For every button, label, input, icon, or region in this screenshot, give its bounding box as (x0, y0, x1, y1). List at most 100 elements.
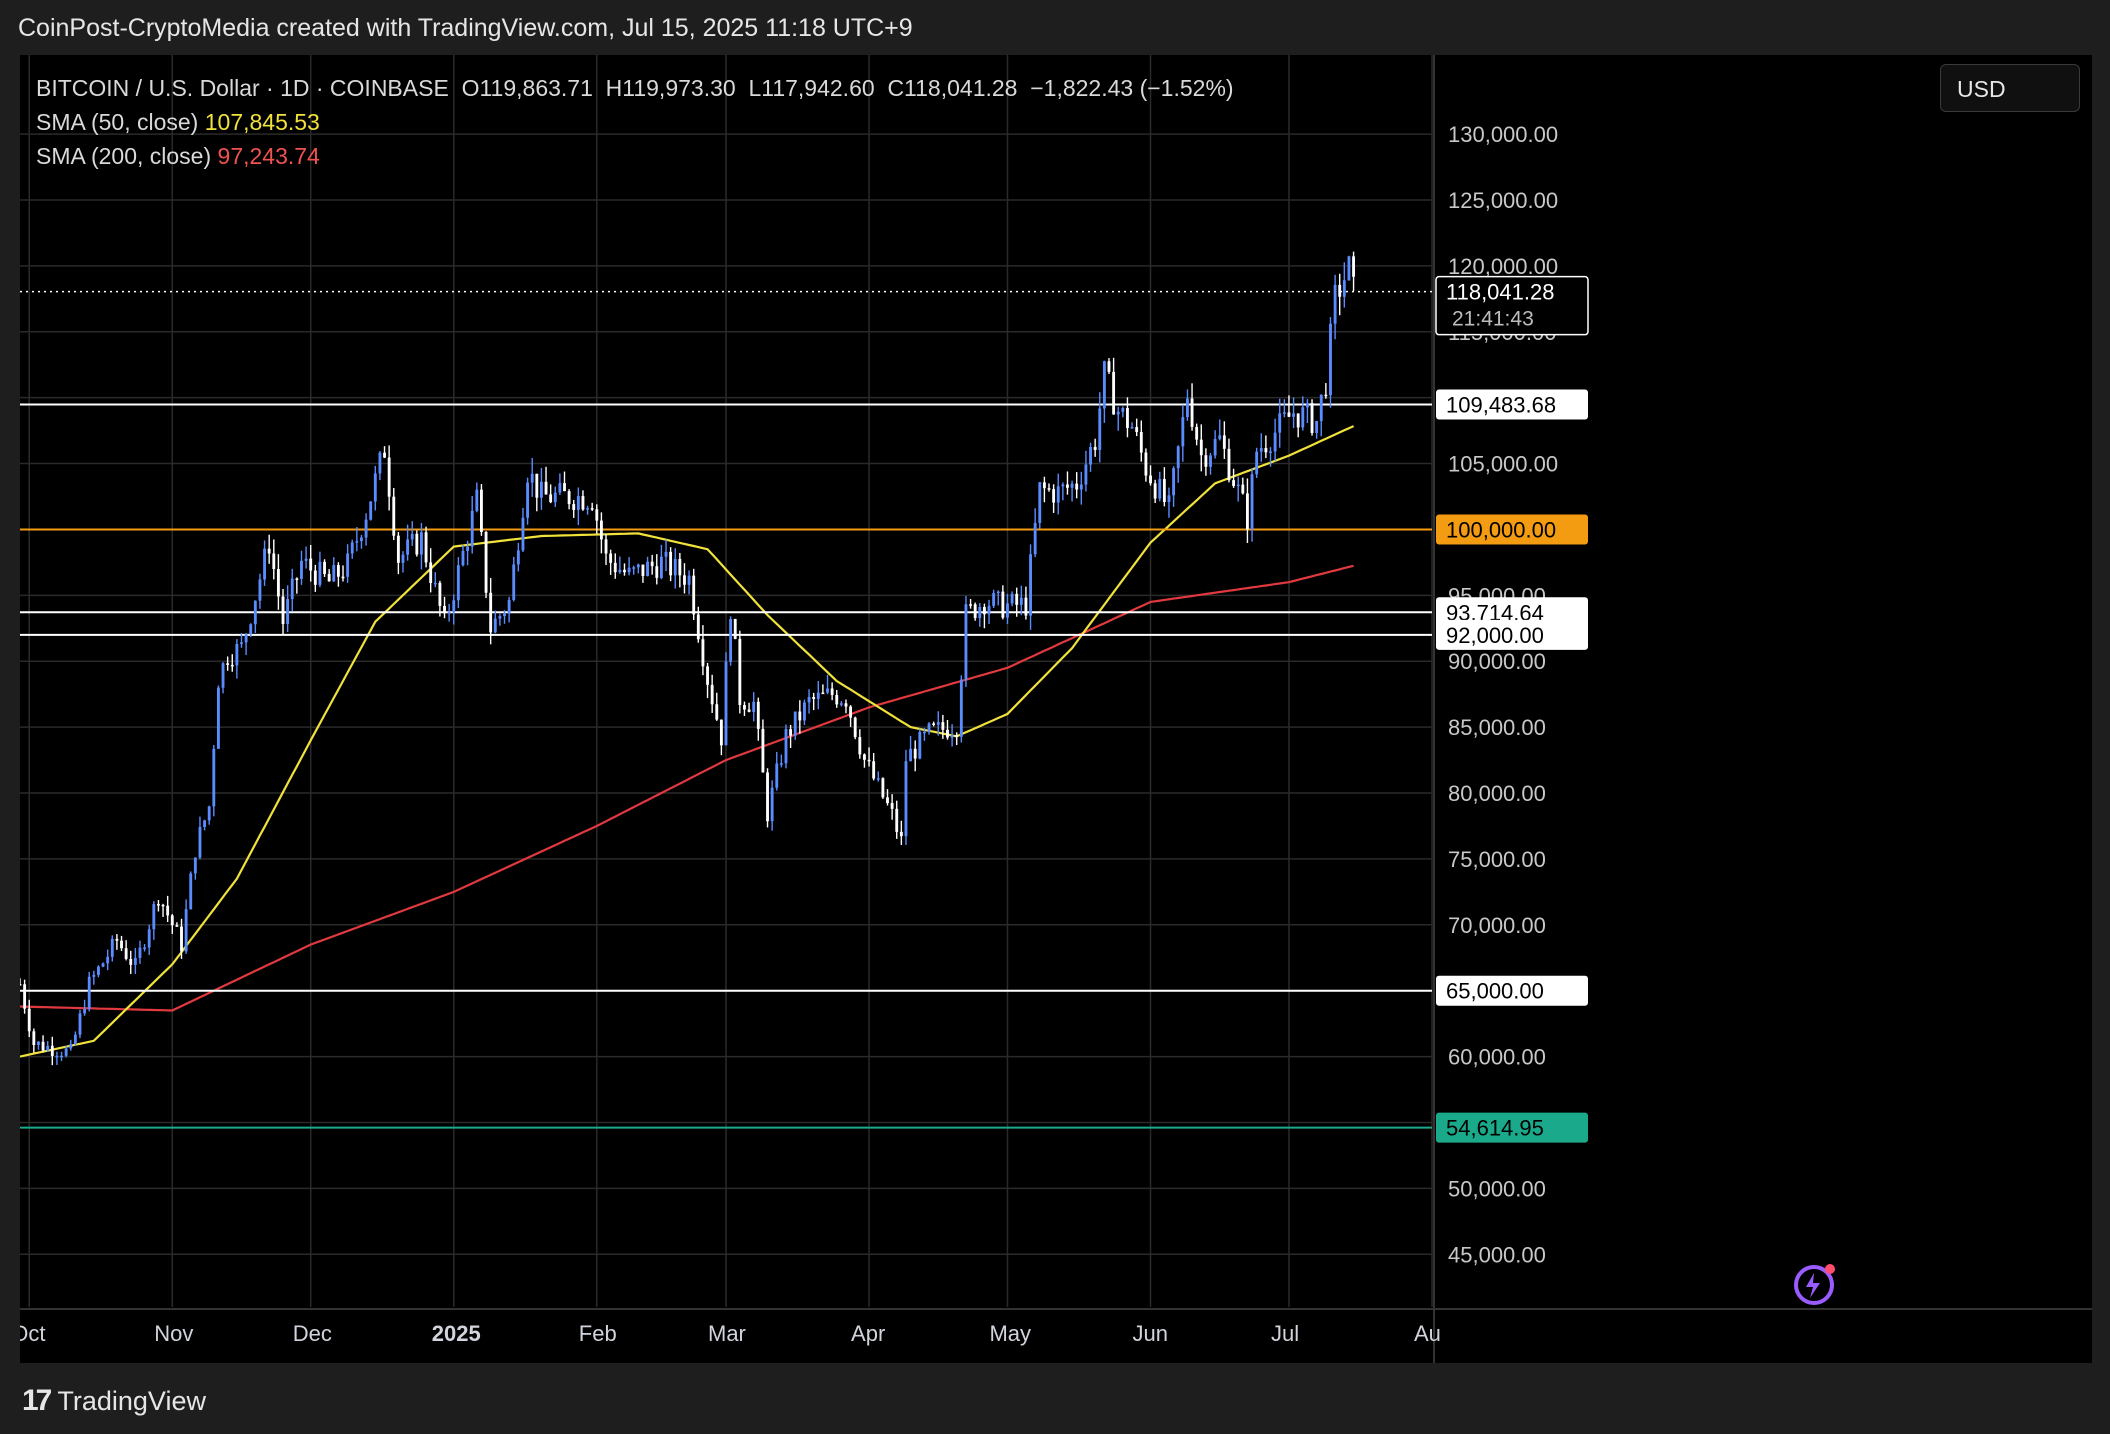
candle-body (659, 556, 663, 578)
candle-body (1352, 256, 1355, 277)
candle-body (1135, 427, 1139, 433)
candle-body (83, 1009, 87, 1014)
sma50-line (20, 425, 1355, 1058)
currency-button[interactable]: USD (1940, 64, 2080, 112)
candle-body (1079, 484, 1083, 490)
candle-body (743, 705, 746, 710)
candle-body (955, 735, 959, 737)
candle-body (327, 573, 331, 582)
candle-body (1213, 438, 1217, 456)
candle-body (1209, 455, 1212, 467)
candle-body (221, 663, 225, 688)
candle-body (747, 709, 751, 712)
candle-body (687, 575, 691, 585)
last-price-badge (1435, 275, 1589, 336)
chart-frame[interactable]: 130,000.00125,000.00120,000.00115,000.00… (20, 55, 2092, 1363)
x-tick-label: Apr (851, 1321, 885, 1346)
candle-body (839, 703, 843, 705)
candle-body (420, 532, 423, 555)
candle-body (258, 579, 262, 601)
candle-body (106, 956, 110, 964)
candle-body (1052, 489, 1056, 503)
candle-body (1126, 408, 1129, 428)
candle-body (313, 570, 317, 585)
candle-body (1139, 432, 1143, 453)
candle-body (793, 711, 797, 736)
y-tick-label: 80,000.00 (1448, 781, 1546, 806)
candles-layer (20, 251, 1355, 1066)
candle-body (263, 548, 266, 580)
candle-body (549, 494, 553, 503)
candle-body (941, 722, 945, 730)
candle-body (1158, 479, 1162, 499)
candle-body (244, 634, 248, 643)
candle-body (92, 974, 96, 977)
sma50-label[interactable]: SMA (50, close) (36, 109, 199, 135)
candle-body (650, 561, 654, 567)
candle-body (286, 599, 290, 624)
candle-body (1181, 417, 1185, 447)
tradingview-logo-icon: 17 (22, 1384, 52, 1417)
candle-body (599, 520, 603, 540)
candle-body (807, 696, 811, 703)
candle-body (180, 926, 183, 952)
candle-body (1006, 603, 1009, 618)
candle-body (240, 642, 243, 644)
candle-body (1342, 280, 1346, 297)
candle-body (899, 831, 903, 837)
candle-body (336, 565, 340, 577)
candle-body (55, 1055, 59, 1058)
y-tick-label: 75,000.00 (1448, 847, 1546, 872)
candle-body (147, 929, 151, 948)
level-badge-label: 92,000.00 (1446, 623, 1544, 648)
candle-body (927, 723, 931, 732)
tradingview-assistant-icon[interactable] (1794, 1264, 1835, 1305)
candle-body (826, 688, 829, 693)
candle-body (272, 553, 276, 570)
candle-body (23, 984, 27, 1009)
price-chart[interactable]: 130,000.00125,000.00120,000.00115,000.00… (20, 55, 2092, 1363)
candle-body (438, 582, 442, 606)
candle-body (812, 696, 816, 699)
candle-body (1273, 432, 1277, 452)
candle-body (480, 489, 483, 532)
candle-body (433, 582, 437, 585)
candle-body (655, 566, 659, 578)
candle-body (461, 550, 465, 566)
x-tick-label: Dec (293, 1321, 332, 1346)
candle-body (613, 562, 617, 573)
candle-body (724, 661, 728, 746)
candle-body (766, 772, 769, 822)
candle-body (1278, 413, 1282, 433)
candle-body (498, 616, 502, 619)
candle-body (544, 481, 548, 495)
countdown-label: 21:41:43 (1452, 308, 1534, 331)
candle-body (586, 508, 589, 510)
axis-layer: 130,000.00125,000.00120,000.00115,000.00… (20, 122, 1558, 1346)
y-tick-label: 125,000.00 (1448, 188, 1558, 213)
candle-body (73, 1034, 77, 1045)
candle-body (443, 605, 446, 614)
candle-body (456, 565, 460, 601)
candle-body (830, 688, 834, 695)
level-badge (1436, 975, 1588, 1006)
last-price-label: 118,041.28 (1446, 280, 1554, 305)
candle-body (673, 558, 677, 576)
candle-body (193, 857, 197, 874)
candle-body (323, 561, 326, 574)
symbol-name[interactable]: BITCOIN / U.S. Dollar · 1D · COINBASE (36, 75, 449, 101)
tradingview-logo[interactable]: 17 TradingView (22, 1384, 206, 1418)
candle-body (521, 517, 525, 551)
candle-body (627, 567, 631, 573)
candle-body (503, 613, 506, 617)
candle-body (918, 731, 922, 759)
candle-body (1319, 394, 1323, 422)
candle-body (1245, 493, 1249, 530)
candle-body (512, 564, 516, 601)
candle-body (1287, 412, 1291, 417)
candle-body (863, 754, 866, 760)
candle-body (110, 938, 114, 957)
candle-body (992, 593, 996, 606)
candle-body (867, 759, 871, 762)
sma200-label[interactable]: SMA (200, close) (36, 143, 212, 169)
